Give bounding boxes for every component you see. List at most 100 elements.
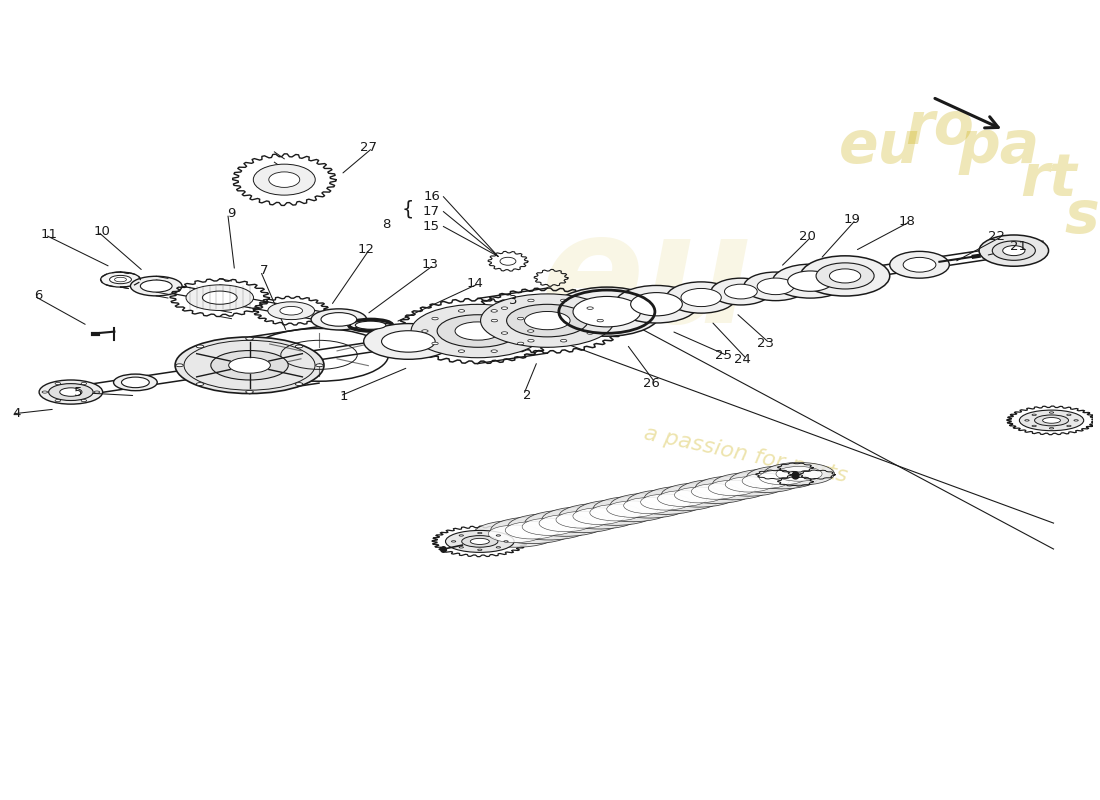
Ellipse shape bbox=[667, 282, 736, 313]
Ellipse shape bbox=[459, 534, 463, 536]
Text: s: s bbox=[1064, 188, 1099, 245]
Ellipse shape bbox=[908, 265, 913, 267]
Ellipse shape bbox=[607, 501, 658, 518]
Ellipse shape bbox=[597, 319, 604, 322]
Ellipse shape bbox=[713, 473, 785, 496]
Ellipse shape bbox=[916, 264, 922, 266]
Ellipse shape bbox=[471, 538, 490, 545]
Ellipse shape bbox=[561, 299, 566, 302]
Ellipse shape bbox=[382, 330, 436, 352]
Text: 6: 6 bbox=[34, 290, 42, 302]
Ellipse shape bbox=[488, 525, 542, 542]
Text: 1: 1 bbox=[340, 390, 348, 402]
Ellipse shape bbox=[517, 318, 524, 320]
Ellipse shape bbox=[899, 266, 904, 269]
Text: 25: 25 bbox=[715, 350, 733, 362]
Ellipse shape bbox=[829, 269, 860, 283]
Text: 24: 24 bbox=[735, 353, 751, 366]
Ellipse shape bbox=[816, 263, 875, 289]
Ellipse shape bbox=[725, 284, 757, 299]
Ellipse shape bbox=[674, 487, 724, 503]
Ellipse shape bbox=[1074, 420, 1078, 421]
Ellipse shape bbox=[528, 330, 534, 332]
Ellipse shape bbox=[757, 278, 794, 294]
Ellipse shape bbox=[1035, 415, 1068, 426]
Ellipse shape bbox=[788, 271, 833, 291]
Ellipse shape bbox=[992, 241, 1035, 260]
Text: 8: 8 bbox=[382, 218, 390, 231]
Ellipse shape bbox=[910, 265, 915, 267]
Ellipse shape bbox=[1020, 410, 1084, 430]
Ellipse shape bbox=[1067, 414, 1071, 415]
Ellipse shape bbox=[525, 510, 606, 536]
Ellipse shape bbox=[624, 498, 674, 514]
Ellipse shape bbox=[593, 497, 671, 522]
Ellipse shape bbox=[502, 307, 508, 310]
Ellipse shape bbox=[504, 541, 508, 542]
Ellipse shape bbox=[437, 314, 518, 347]
Text: rt: rt bbox=[1020, 151, 1077, 208]
Ellipse shape bbox=[640, 494, 691, 510]
Ellipse shape bbox=[587, 332, 593, 334]
Text: 17: 17 bbox=[424, 205, 440, 218]
Ellipse shape bbox=[692, 484, 740, 499]
Ellipse shape bbox=[59, 388, 82, 396]
Ellipse shape bbox=[1049, 427, 1054, 429]
Text: 19: 19 bbox=[844, 213, 860, 226]
Ellipse shape bbox=[416, 331, 437, 339]
Text: 9: 9 bbox=[228, 206, 235, 220]
Ellipse shape bbox=[747, 466, 818, 489]
Ellipse shape bbox=[492, 319, 497, 322]
Ellipse shape bbox=[915, 264, 920, 266]
Ellipse shape bbox=[491, 517, 574, 544]
Ellipse shape bbox=[355, 321, 386, 330]
Ellipse shape bbox=[610, 493, 688, 518]
Ellipse shape bbox=[906, 266, 911, 267]
Ellipse shape bbox=[496, 546, 500, 548]
Ellipse shape bbox=[55, 399, 60, 402]
Ellipse shape bbox=[406, 328, 447, 343]
Ellipse shape bbox=[517, 342, 524, 345]
Ellipse shape bbox=[573, 297, 640, 327]
Ellipse shape bbox=[267, 302, 315, 319]
Text: 7: 7 bbox=[261, 265, 268, 278]
Text: {: { bbox=[402, 199, 414, 218]
Ellipse shape bbox=[455, 322, 500, 340]
Ellipse shape bbox=[432, 318, 438, 320]
Ellipse shape bbox=[496, 534, 500, 536]
Ellipse shape bbox=[176, 364, 184, 366]
Text: eu: eu bbox=[839, 118, 921, 175]
Text: 10: 10 bbox=[94, 225, 110, 238]
Ellipse shape bbox=[898, 266, 902, 269]
Ellipse shape bbox=[295, 382, 302, 386]
Ellipse shape bbox=[615, 286, 698, 323]
Ellipse shape bbox=[679, 479, 754, 503]
Ellipse shape bbox=[559, 503, 639, 529]
Ellipse shape bbox=[268, 172, 300, 187]
Ellipse shape bbox=[979, 235, 1048, 266]
Ellipse shape bbox=[508, 514, 590, 540]
Ellipse shape bbox=[110, 275, 131, 284]
Ellipse shape bbox=[913, 264, 918, 266]
Ellipse shape bbox=[55, 382, 60, 385]
Ellipse shape bbox=[113, 374, 157, 390]
Text: 26: 26 bbox=[644, 377, 660, 390]
Ellipse shape bbox=[481, 294, 614, 347]
Ellipse shape bbox=[552, 287, 661, 336]
Ellipse shape bbox=[411, 304, 544, 358]
Ellipse shape bbox=[912, 265, 916, 266]
Text: 16: 16 bbox=[424, 190, 440, 203]
Ellipse shape bbox=[630, 293, 682, 316]
Ellipse shape bbox=[1049, 412, 1054, 414]
Ellipse shape bbox=[321, 313, 356, 326]
Ellipse shape bbox=[590, 505, 641, 521]
Ellipse shape bbox=[1025, 420, 1030, 421]
Ellipse shape bbox=[48, 384, 94, 401]
Ellipse shape bbox=[459, 546, 463, 548]
Ellipse shape bbox=[903, 258, 936, 272]
Ellipse shape bbox=[1003, 246, 1025, 256]
Text: 4: 4 bbox=[12, 407, 21, 420]
Ellipse shape bbox=[505, 522, 559, 539]
Text: 13: 13 bbox=[421, 258, 439, 271]
Ellipse shape bbox=[539, 514, 592, 532]
